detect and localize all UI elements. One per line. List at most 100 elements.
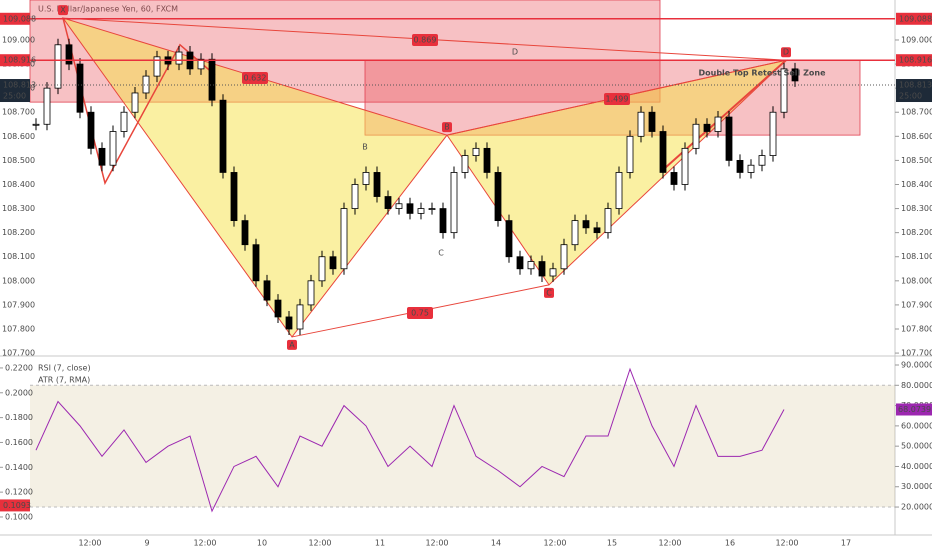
candle-body <box>54 44 62 89</box>
candle-body <box>241 220 249 246</box>
rsi-band <box>30 385 895 508</box>
candle-body <box>175 51 183 65</box>
countdown-label: 25:00 <box>3 92 26 101</box>
last-price-label: 108.813 <box>3 81 36 90</box>
x-tick-label: 12:00 <box>775 539 798 548</box>
atr-tick-label: 0.1800 <box>5 413 33 422</box>
y-tick-label: 108.300 <box>901 204 932 213</box>
candle-body <box>406 203 414 214</box>
x-tick-label: 12:00 <box>425 539 448 548</box>
candle-body <box>604 208 612 234</box>
candle-body <box>670 172 678 185</box>
x-tick-label: 11 <box>375 539 385 548</box>
ratio-label: 1.499 <box>606 95 629 104</box>
candle-body <box>582 220 590 229</box>
price-label-box <box>896 54 932 67</box>
x-tick-label: 12:00 <box>78 539 101 548</box>
pattern-annotation: D <box>512 48 518 57</box>
candle-body <box>780 68 788 113</box>
point-label: D <box>783 48 789 57</box>
atr-tick-label: 0.1000 <box>5 512 33 521</box>
price-label-box <box>0 12 30 25</box>
candle-body <box>439 208 447 234</box>
candle-body <box>615 172 623 209</box>
last-price-box <box>896 79 932 103</box>
point-label: C <box>546 288 552 297</box>
y-tick-label: 108.200 <box>901 228 932 237</box>
y-tick-label-left: 108.600 <box>2 132 35 141</box>
rsi-last-box <box>896 403 932 416</box>
price-label: 108.916 <box>899 56 932 65</box>
candle-body <box>76 63 84 113</box>
candle-body <box>65 44 73 65</box>
price-label-box <box>0 54 30 67</box>
y-tick-label-left: 108.100 <box>2 252 35 261</box>
rsi-tick-label: 60.0000 <box>901 421 932 430</box>
candle-body <box>43 87 51 125</box>
candle-body <box>428 208 436 210</box>
candle-body <box>461 155 469 173</box>
candle-body <box>32 123 40 126</box>
y-tick-label-left: 107.700 <box>2 349 35 358</box>
point-label-box <box>781 47 791 58</box>
atr-tick-label: 0.1600 <box>5 438 33 447</box>
last-price-box <box>0 79 30 103</box>
atr-tick-label: 0.1200 <box>5 488 33 497</box>
candle-body <box>626 135 634 173</box>
price-label: 109.088 <box>3 14 36 23</box>
x-tick-label: 12:00 <box>193 539 216 548</box>
rsi-tick-label: 30.0000 <box>901 482 932 491</box>
y-tick-label-left: 108.000 <box>2 276 35 285</box>
candle-body <box>263 280 271 301</box>
candle-body <box>637 111 645 137</box>
candle-body <box>109 131 117 166</box>
indicator-legend: ATR (7, RMA) <box>38 376 90 385</box>
candle-body <box>725 116 733 161</box>
candle-body <box>681 147 689 185</box>
y-tick-label: 108.600 <box>901 132 932 141</box>
candle-body <box>450 172 458 234</box>
candle-body <box>153 56 161 77</box>
x-tick-label: 16 <box>725 539 735 548</box>
candle-body <box>120 111 128 132</box>
candle-body <box>527 261 535 270</box>
candle-body <box>285 316 293 330</box>
y-tick-label-left: 109.000 <box>2 35 35 44</box>
candle-body <box>329 256 337 270</box>
candle-body <box>549 268 557 277</box>
rsi-tick-label: 80.0000 <box>901 381 932 390</box>
y-tick-label: 107.800 <box>901 324 932 333</box>
rsi-tick-label: 90.0000 <box>901 361 932 370</box>
candle-body <box>340 208 348 270</box>
ratio-label: 0.75 <box>411 309 429 318</box>
candle-body <box>472 147 480 156</box>
x-tick-label: 12:00 <box>658 539 681 548</box>
candle-body <box>351 184 359 209</box>
atr-tick-label: 0.1400 <box>5 463 33 472</box>
candle-body <box>648 111 656 132</box>
candle-body <box>208 58 216 101</box>
atr-last-box <box>0 499 30 512</box>
candle-body <box>373 172 381 197</box>
rsi-last-label: 68.0739 <box>898 405 931 414</box>
point-label-box <box>442 122 452 133</box>
candle-body <box>395 203 403 209</box>
x-tick-label: 12:00 <box>543 539 566 548</box>
candle-body <box>318 256 326 282</box>
candle-body <box>417 208 425 214</box>
candle-body <box>230 172 238 222</box>
candle-body <box>505 220 513 258</box>
ratio-box <box>604 93 630 105</box>
candle-body <box>769 111 777 156</box>
y-tick-label-left: 108.400 <box>2 180 35 189</box>
y-tick-label: 108.700 <box>901 108 932 117</box>
point-label: X <box>60 6 66 15</box>
candle-body <box>714 116 722 132</box>
chart-title: U.S. Dollar/Japanese Yen, 60, FXCM <box>38 5 178 14</box>
price-label: 109.088 <box>899 14 932 23</box>
y-tick-label-left: 108.700 <box>2 108 35 117</box>
candle-body <box>692 123 700 149</box>
x-tick-label: 12:00 <box>308 539 331 548</box>
x-tick-label: 15 <box>607 539 617 548</box>
